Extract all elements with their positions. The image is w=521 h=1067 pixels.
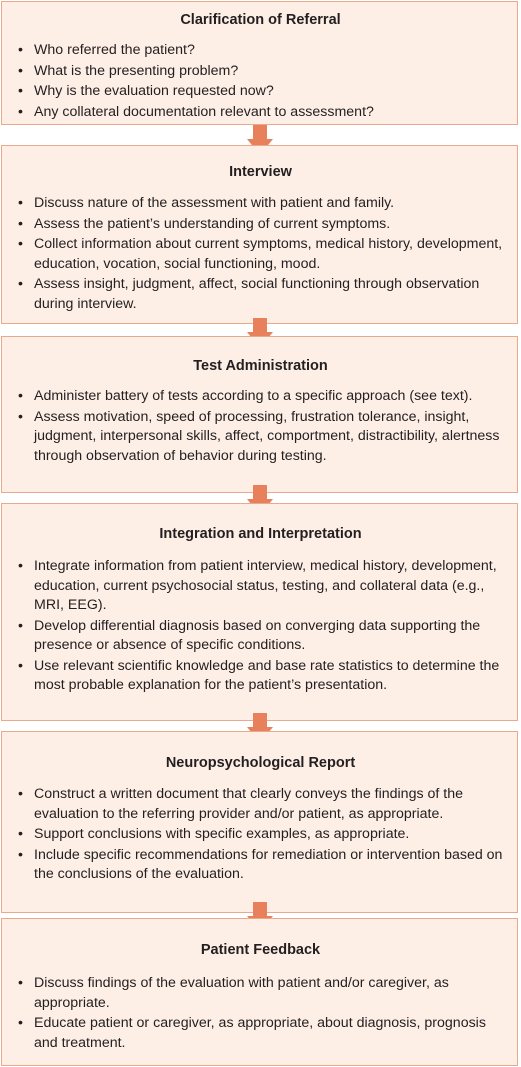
- bullet-icon: •: [18, 558, 23, 574]
- down-arrow-icon: [247, 318, 273, 348]
- bullet-icon: •: [18, 215, 23, 232]
- list-item: • Why is the evaluation requested now?: [18, 82, 503, 102]
- list-item: • Assess insight, judgment, affect, socia…: [18, 276, 480, 312]
- down-arrow-icon: [247, 713, 273, 743]
- step-list: • Who referred the patient? • What is the …: [18, 41, 503, 122]
- bullet-icon: •: [18, 846, 23, 863]
- down-arrow-icon: [247, 902, 273, 932]
- list-item: • Educate patient or caregiver, as approp…: [18, 1015, 486, 1051]
- list-item: • Include specific recommendations for re…: [18, 846, 503, 883]
- step-box-clarification: Clarification of Referral • Who referred …: [1, 1, 518, 125]
- list-item: • Collect information about current sympt…: [18, 236, 503, 272]
- step-box-report: Neuropsychological Report • Construct a w…: [1, 731, 518, 913]
- list-item: • Who referred the patient?: [18, 41, 503, 61]
- bullet-icon: •: [18, 236, 23, 252]
- bullet-icon: •: [18, 83, 23, 99]
- list-item: • Use relevant scientific knowledge and b…: [18, 657, 500, 694]
- step-list: • Integrate information from patient inte…: [18, 557, 503, 696]
- step-list: • Administer battery of tests according t…: [18, 387, 503, 466]
- bullet-icon: •: [18, 103, 23, 120]
- list-item: • Assess motivation, speed of processing,…: [18, 408, 500, 464]
- list-item: • Administer battery of tests according t…: [18, 387, 503, 407]
- step-list: • Discuss nature of the assessment with p…: [18, 194, 503, 314]
- bullet-icon: •: [18, 42, 23, 58]
- bullet-icon: •: [18, 408, 23, 425]
- list-item: • Assess the patient’s understanding of c…: [18, 215, 503, 235]
- step-box-test-administration: Test Administration • Administer battery …: [1, 336, 518, 493]
- step-box-interview: Interview • Discuss nature of the assessm…: [1, 145, 518, 324]
- list-item: • Construct a written document that clear…: [18, 786, 463, 822]
- step-list: • Discuss findings of the evaluation with…: [18, 974, 503, 1053]
- step-title: Neuropsychological Report: [165, 755, 356, 771]
- bullet-icon: •: [18, 786, 23, 802]
- list-item: • Integrate information from patient inte…: [18, 558, 497, 613]
- bullet-icon: •: [18, 62, 23, 79]
- bullet-icon: •: [18, 388, 23, 404]
- step-box-feedback: Patient Feedback • Discuss findings of th…: [1, 918, 518, 1066]
- list-item: • Discuss nature of the assessment with p…: [18, 194, 503, 214]
- list-item: • What is the presenting problem?: [18, 62, 503, 82]
- step-title: Clarification of Referral: [180, 12, 341, 28]
- step-title: Test Administration: [193, 358, 328, 374]
- list-item: • Develop differential diagnosis based on…: [18, 617, 481, 654]
- step-title: Integration and Interpretation: [159, 526, 362, 542]
- list-item: • Discuss findings of the evaluation with…: [18, 975, 449, 1011]
- bullet-icon: •: [18, 276, 23, 292]
- step-title: Patient Feedback: [200, 942, 321, 958]
- step-title: Interview: [229, 164, 292, 180]
- list-item: • Support conclusions with specific examp…: [18, 825, 503, 845]
- bullet-icon: •: [18, 617, 23, 634]
- list-item: • Any collateral documentation relevant t…: [18, 103, 503, 123]
- bullet-icon: •: [18, 195, 23, 211]
- bullet-icon: •: [18, 975, 23, 991]
- step-box-integration: Integration and Interpretation • Integrat…: [1, 503, 518, 721]
- bullet-icon: •: [18, 826, 23, 842]
- bullet-icon: •: [18, 657, 23, 674]
- down-arrow-icon: [247, 125, 273, 155]
- step-list: • Construct a written document that clear…: [18, 785, 503, 885]
- down-arrow-icon: [247, 485, 273, 515]
- bullet-icon: •: [18, 1015, 23, 1031]
